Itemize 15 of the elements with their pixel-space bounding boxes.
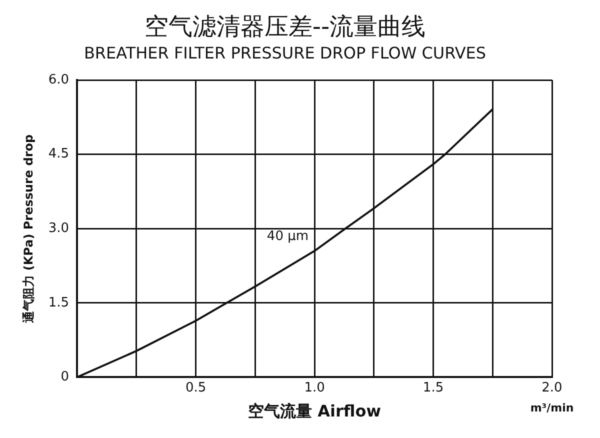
chart-subtitle: BREATHER FILTER PRESSURE DROP FLOW CURVES — [84, 44, 486, 63]
x-tick-label: 2.0 — [542, 380, 562, 396]
series-label: 40 μm — [266, 228, 309, 244]
x-tick-label: 1.0 — [304, 380, 325, 396]
text: m³/min — [530, 402, 574, 415]
chart-title: 空气滤清器压差--流量曲线 — [144, 12, 426, 41]
x-tick-label: 0.5 — [185, 380, 206, 396]
x-tick-label: 1.5 — [422, 380, 444, 396]
x-axis-title: 空气流量 Airflow — [248, 402, 382, 421]
y-tick-label: 0 — [60, 370, 70, 385]
y-axis-title: 通气阻力 (KPa) Pressure drop — [21, 134, 36, 324]
y-tick-label: 6.0 — [48, 72, 70, 88]
y-tick-label: 3.0 — [48, 220, 70, 236]
y-tick-label: 1.5 — [48, 295, 70, 310]
y-tick-label: 4.5 — [48, 146, 70, 162]
